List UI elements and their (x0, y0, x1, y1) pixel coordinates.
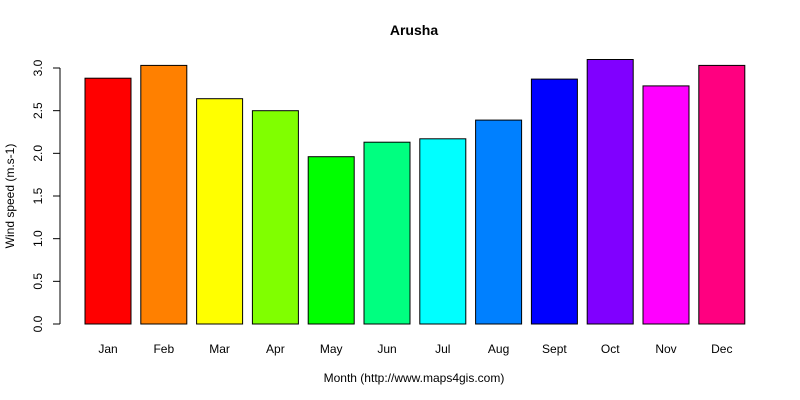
x-tick-label: Nov (655, 342, 676, 356)
x-tick-label: Jul (435, 342, 450, 356)
bar-may (307, 156, 355, 325)
y-tick-label: 3.0 (31, 59, 45, 76)
y-tick-label: 1.5 (31, 187, 45, 204)
y-tick-label: 2.5 (31, 102, 45, 119)
bar-feb (140, 64, 188, 325)
bar-mar (196, 98, 244, 325)
x-tick-label: Oct (601, 342, 620, 356)
bar-aug (475, 119, 523, 325)
bar-jun (363, 141, 411, 325)
y-tick-label: 0.5 (31, 273, 45, 290)
bar-sept (530, 78, 578, 325)
bar-jan (84, 77, 132, 325)
bar-nov (642, 85, 690, 325)
chart-title: Arusha (390, 22, 438, 38)
x-tick-label: Aug (488, 342, 509, 356)
bar-jul (419, 138, 467, 325)
x-axis-label: Month (http://www.maps4gis.com) (324, 371, 505, 385)
x-tick-label: Apr (266, 342, 285, 356)
y-tick-label: 0.0 (31, 315, 45, 332)
y-tick-label: 1.0 (31, 230, 45, 247)
x-tick-label: Mar (209, 342, 230, 356)
x-tick-label: Jun (377, 342, 396, 356)
bars (84, 59, 746, 325)
bar-oct (586, 59, 634, 325)
y-axis: 0.0 0.5 1.0 1.5 2.0 2.5 3.0 (31, 59, 61, 332)
y-axis-label: Wind speed (m.s-1) (3, 144, 17, 249)
x-tick-label: Jan (98, 342, 117, 356)
bar-dec (698, 64, 746, 325)
x-tick-label: Dec (711, 342, 732, 356)
x-tick-label: Sept (542, 342, 567, 356)
x-tick-labels: Jan Feb Mar Apr May Jun Jul Aug Sept Oct Nov Dec (98, 342, 732, 356)
bar-apr (251, 110, 299, 325)
x-tick-label: Feb (153, 342, 174, 356)
x-tick-label: May (320, 342, 343, 356)
y-tick-label: 2.0 (31, 145, 45, 162)
